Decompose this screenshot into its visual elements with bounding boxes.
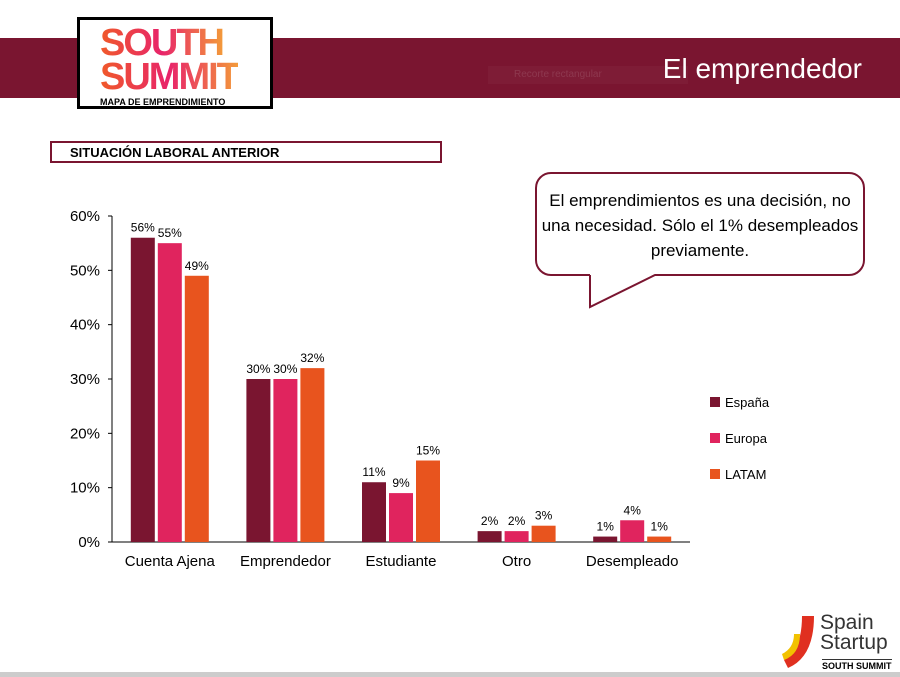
bar-latam [416, 460, 440, 542]
page-title: El emprendedor [662, 53, 862, 84]
spain-startup-mark-icon [782, 616, 814, 668]
bar-latam [300, 368, 325, 542]
y-tick-label: 10% [70, 480, 100, 497]
bar-europa [620, 520, 645, 542]
y-tick-label: 20% [70, 425, 100, 442]
bar-europa [273, 379, 298, 542]
data-label: 3% [535, 509, 553, 523]
data-label: 11% [362, 465, 385, 479]
y-tick-label: 0% [78, 534, 100, 551]
y-tick-label: 50% [70, 262, 100, 279]
data-label: 1% [597, 520, 615, 534]
x-tick-label: Cuenta Ajena [125, 553, 216, 570]
logo-south-summit: SOUTH SUMMIT [822, 659, 892, 671]
data-label: 56% [131, 221, 155, 235]
x-tick-label: Emprendedor [240, 553, 331, 570]
legend-label: Europa [725, 431, 768, 446]
data-label: 30% [246, 362, 270, 376]
data-label: 30% [273, 362, 297, 376]
spain-startup-logo: Spain Startup SOUTH SUMMIT [780, 612, 895, 672]
legend-swatch [710, 469, 720, 479]
legend-label: España [725, 395, 770, 410]
logo-line1: SOUTH [100, 22, 225, 64]
data-label: 32% [300, 351, 324, 365]
bar-latam [531, 525, 556, 542]
data-label: 15% [416, 444, 440, 458]
south-summit-logo: SOUTH SUMMIT MAPA DE EMPRENDIMIENTO [77, 17, 273, 109]
bar-latam [184, 275, 209, 542]
x-tick-label: Estudiante [366, 553, 437, 570]
data-label: 4% [624, 503, 642, 517]
bar-españa [130, 237, 155, 542]
bar-europa [157, 243, 182, 542]
legend-swatch [710, 433, 720, 443]
legend-label: LATAM [725, 467, 766, 482]
bar-europa [504, 531, 529, 542]
section-label: SITUACIÓN LABORAL ANTERIOR [50, 141, 442, 163]
y-tick-label: 40% [70, 317, 100, 334]
bar-españa [246, 379, 271, 542]
bar-europa [389, 493, 413, 542]
ghost-overlay-text: Recorte rectangular [488, 66, 688, 84]
legend-swatch [710, 397, 720, 407]
data-label: 2% [481, 514, 499, 528]
logo-line2: SUMMIT [100, 56, 240, 98]
data-label: 49% [185, 259, 209, 273]
bar-latam [647, 536, 672, 542]
y-tick-label: 30% [70, 371, 100, 388]
logo-startup: Startup [820, 631, 888, 654]
x-tick-label: Otro [502, 553, 531, 570]
data-label: 1% [651, 520, 669, 534]
logo-subtitle: MAPA DE EMPRENDIMIENTO [100, 97, 226, 107]
logo-spain: Spain [820, 611, 874, 634]
bottom-border [0, 672, 900, 677]
bar-españa [477, 531, 502, 542]
data-label: 9% [392, 476, 410, 490]
data-label: 2% [508, 514, 526, 528]
bar-españa [593, 536, 618, 542]
bar-españa [362, 482, 386, 542]
data-label: 55% [158, 226, 182, 240]
callout-box: El emprendimientos es una decisión, no u… [535, 172, 865, 276]
x-tick-label: Desempleado [586, 553, 679, 570]
y-tick-label: 60% [70, 208, 100, 225]
